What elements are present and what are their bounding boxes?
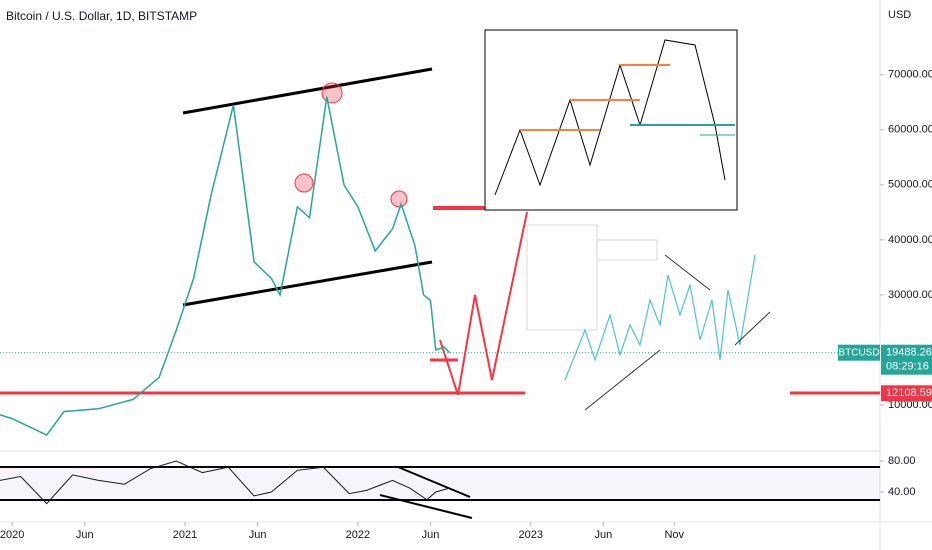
x-tick-label: Jun [249, 529, 267, 541]
price-label: 19488.26 [886, 347, 932, 359]
level-badge [881, 385, 932, 402]
x-tick-label: 2022 [346, 529, 370, 541]
y-tick-label: 60000.00 [888, 124, 932, 136]
price-line [0, 96, 451, 437]
drawings [0, 29, 880, 519]
x-tick-label: Jun [422, 529, 440, 541]
symbol-label: BTCUSD [838, 347, 879, 358]
y-tick-label: 30000.00 [888, 289, 932, 301]
symbol-badge [838, 344, 880, 361]
x-tick-label: 2020 [0, 529, 24, 541]
y-tick-label: 10000.00 [888, 399, 932, 411]
x-tick-label: Nov [664, 529, 684, 541]
y-tick-label: 40000.00 [888, 234, 932, 246]
y-tick-label: 50000.00 [888, 179, 932, 191]
x-tick-label: Jun [595, 529, 613, 541]
chart-title: Bitcoin / U.S. Dollar, 1D, BITSTAMP [6, 9, 197, 23]
x-tick-label: 2023 [519, 529, 543, 541]
y-tick-label: 80.00 [888, 455, 916, 467]
x-tick-label: 2021 [173, 529, 197, 541]
y-tick-label: 40.00 [888, 486, 916, 498]
countdown-label: 08:29:16 [886, 361, 929, 373]
price-line [0, 460, 450, 505]
axis-unit: USD [888, 9, 911, 21]
price-badge [881, 344, 932, 375]
x-tick-label: Jun [76, 529, 94, 541]
y-tick-label: 70000.00 [888, 69, 932, 81]
level-label: 12108.59 [886, 387, 932, 399]
